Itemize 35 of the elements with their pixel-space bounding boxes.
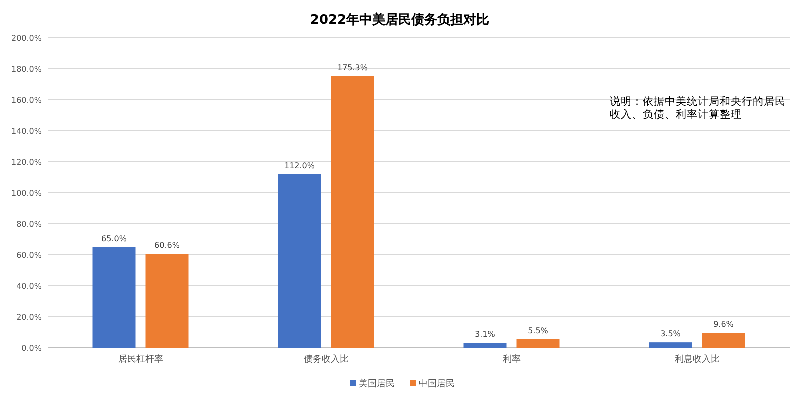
data-label: 3.5% [660,330,682,339]
legend-label: 中国居民 [419,378,455,390]
data-label: 60.6% [154,241,180,250]
y-tick-label: 160.0% [11,96,42,105]
data-label: 65.0% [102,234,128,244]
x-tick-label: 债务收入比 [304,354,349,365]
legend-label: 美国居民 [359,378,395,390]
x-tick-label: 利息收入比 [674,354,720,365]
y-tick-label: 140.0% [11,126,42,136]
x-tick-label: 居民杠杆率 [118,354,164,365]
y-tick-label: 60.0% [16,250,42,260]
y-tick-label: 120.0% [11,158,42,167]
bar [146,254,189,348]
chart-title: 2022年中美居民债务负担对比 [310,12,490,28]
bar [331,76,374,348]
bar [464,343,507,348]
data-label: 5.5% [528,326,549,336]
data-label: 112.0% [284,161,316,170]
y-tick-label: 100.0% [11,188,42,198]
annotation: 说明：依据中美统计局和央行的居民收入、负债、利率计算整理 [610,96,787,122]
bar [702,333,746,348]
bar [649,342,692,348]
y-tick-label: 180.0% [11,64,42,74]
bar [92,247,136,348]
y-tick-label: 20.0% [16,312,42,322]
bar [278,174,322,348]
y-tick-label: 0.0% [22,344,42,353]
data-label: 175.3% [337,63,368,72]
data-label: 9.6% [714,320,734,330]
x-tick-label: 利率 [502,354,521,365]
data-label: 3.1% [475,330,496,340]
y-tick-label: 80.0% [16,220,42,229]
y-tick-label: 200.0% [11,34,42,43]
y-tick-label: 40.0% [16,282,42,291]
bar [516,339,560,348]
